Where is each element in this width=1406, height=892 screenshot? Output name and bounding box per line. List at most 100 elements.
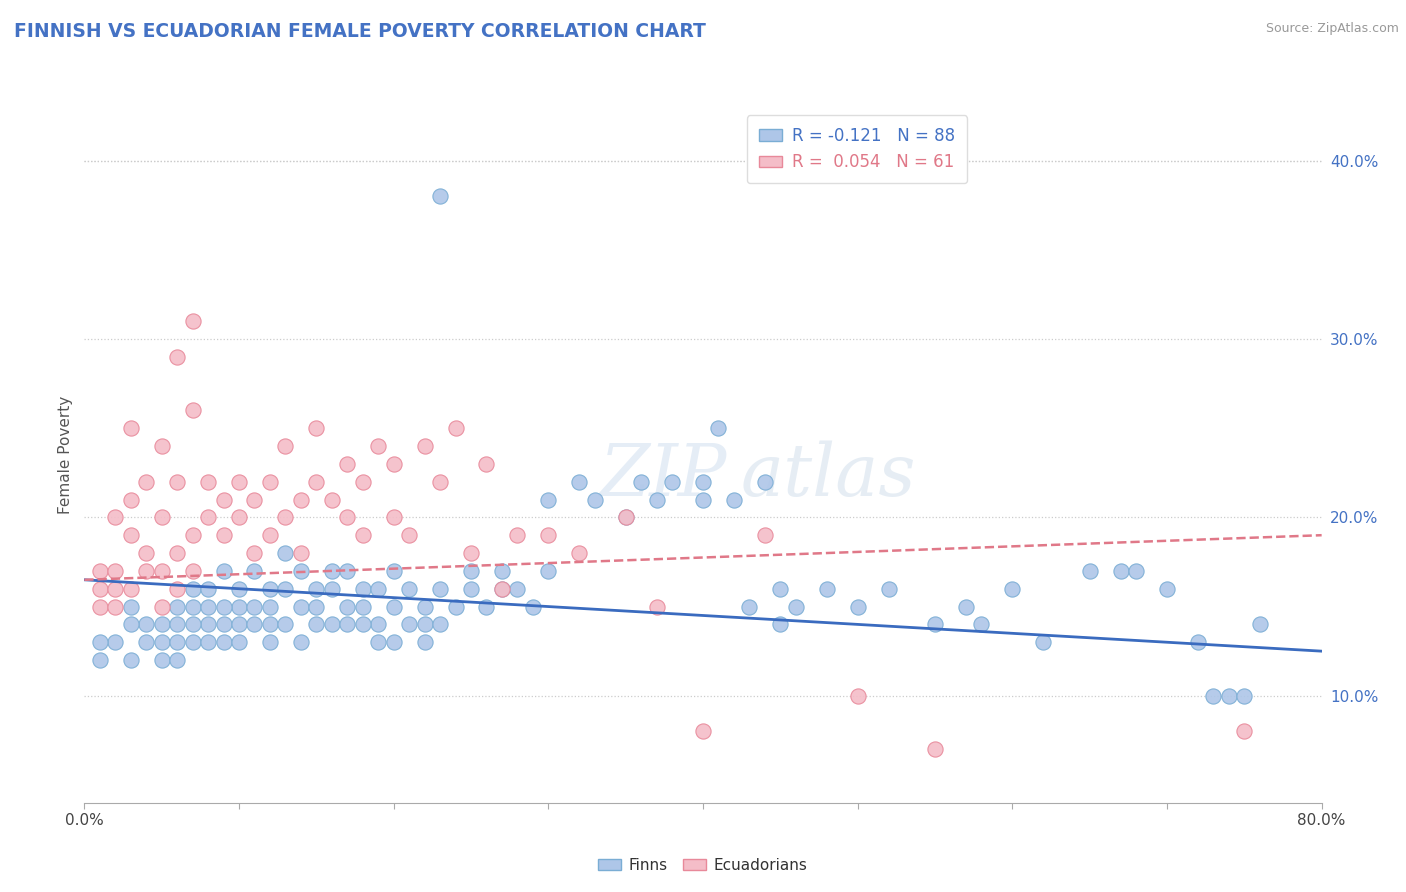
Point [135, 546, 157, 560]
Point [166, 653, 188, 667]
Point [104, 582, 127, 596]
Point [367, 617, 389, 632]
Point [429, 582, 451, 596]
Point [1109, 564, 1132, 578]
Point [413, 617, 436, 632]
Point [1078, 564, 1101, 578]
Point [274, 582, 297, 596]
Point [89, 635, 111, 649]
Point [692, 492, 714, 507]
Point [1187, 635, 1209, 649]
Point [305, 617, 328, 632]
Point [614, 510, 637, 524]
Point [924, 742, 946, 756]
Point [537, 528, 560, 542]
Point [290, 564, 312, 578]
Point [181, 635, 204, 649]
Point [120, 599, 142, 614]
Point [924, 617, 946, 632]
Point [150, 599, 173, 614]
Point [290, 599, 312, 614]
Point [398, 528, 420, 542]
Point [429, 475, 451, 489]
Point [259, 475, 281, 489]
Point [475, 599, 498, 614]
Point [150, 510, 173, 524]
Point [367, 582, 389, 596]
Point [259, 635, 281, 649]
Point [537, 564, 560, 578]
Point [460, 582, 482, 596]
Point [120, 421, 142, 435]
Point [367, 635, 389, 649]
Point [259, 617, 281, 632]
Point [506, 528, 529, 542]
Point [181, 403, 204, 417]
Point [491, 564, 513, 578]
Point [321, 582, 343, 596]
Y-axis label: Female Poverty: Female Poverty [58, 396, 73, 514]
Point [661, 475, 683, 489]
Point [305, 582, 328, 596]
Point [707, 421, 730, 435]
Point [212, 617, 235, 632]
Point [150, 635, 173, 649]
Point [352, 582, 374, 596]
Point [243, 546, 266, 560]
Point [212, 528, 235, 542]
Point [506, 582, 529, 596]
Point [89, 599, 111, 614]
Point [166, 582, 188, 596]
Point [150, 564, 173, 578]
Point [243, 492, 266, 507]
Point [321, 492, 343, 507]
Point [352, 528, 374, 542]
Point [89, 653, 111, 667]
Point [846, 689, 869, 703]
Point [1156, 582, 1178, 596]
Point [181, 528, 204, 542]
Point [197, 599, 219, 614]
Point [104, 635, 127, 649]
Point [290, 546, 312, 560]
Point [212, 564, 235, 578]
Point [1233, 724, 1256, 739]
Point [89, 564, 111, 578]
Point [228, 582, 250, 596]
Point [645, 492, 668, 507]
Point [212, 492, 235, 507]
Point [568, 546, 591, 560]
Point [321, 617, 343, 632]
Point [692, 724, 714, 739]
Point [228, 475, 250, 489]
Point [1233, 689, 1256, 703]
Point [568, 475, 591, 489]
Point [491, 582, 513, 596]
Point [398, 617, 420, 632]
Text: atlas: atlas [740, 441, 915, 511]
Point [243, 599, 266, 614]
Point [166, 635, 188, 649]
Point [290, 635, 312, 649]
Point [104, 564, 127, 578]
Point [243, 564, 266, 578]
Point [754, 475, 776, 489]
Point [955, 599, 977, 614]
Point [460, 546, 482, 560]
Point [877, 582, 900, 596]
Point [444, 421, 467, 435]
Point [1218, 689, 1240, 703]
Point [274, 617, 297, 632]
Point [754, 528, 776, 542]
Point [197, 617, 219, 632]
Point [290, 492, 312, 507]
Legend: Finns, Ecuadorians: Finns, Ecuadorians [592, 852, 814, 879]
Point [166, 350, 188, 364]
Point [352, 599, 374, 614]
Point [846, 599, 869, 614]
Point [444, 599, 467, 614]
Point [274, 510, 297, 524]
Point [228, 635, 250, 649]
Point [382, 457, 405, 471]
Point [181, 314, 204, 328]
